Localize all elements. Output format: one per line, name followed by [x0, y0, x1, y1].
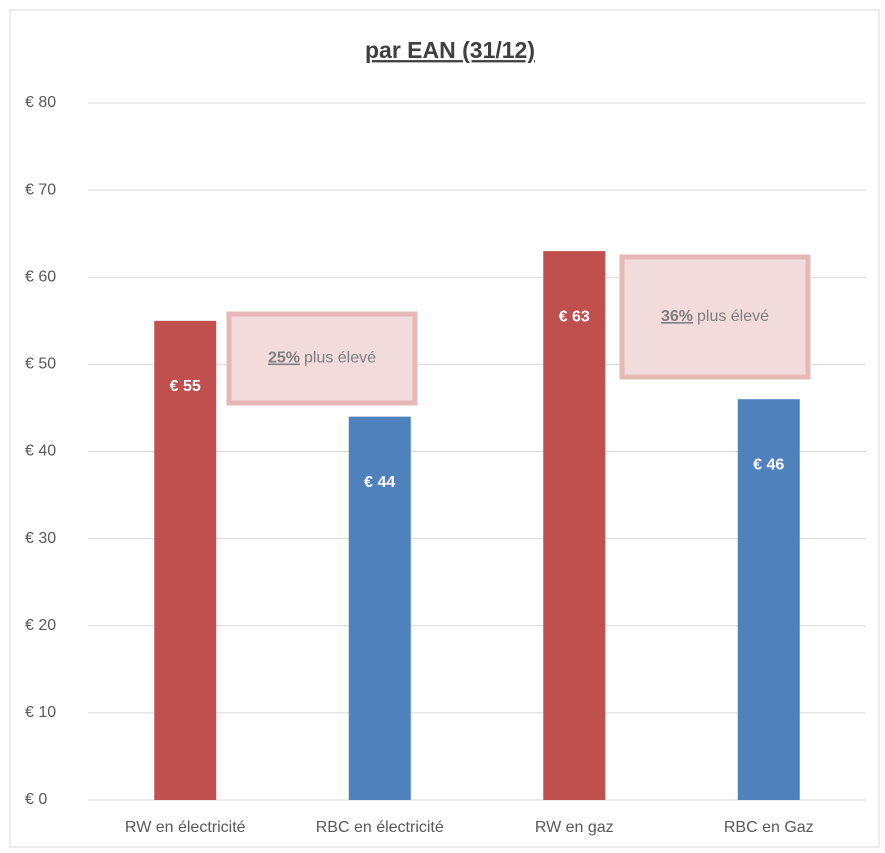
annotation-text: plus élevé — [697, 308, 769, 325]
x-tick-label: RBC en Gaz — [724, 819, 814, 836]
annotation-emphasis: 36% — [661, 308, 693, 325]
bar — [737, 399, 800, 800]
bar — [348, 416, 411, 800]
y-tick-label: € 60 — [25, 268, 56, 285]
annotation-box — [226, 311, 418, 406]
bar — [543, 251, 606, 801]
bar — [154, 320, 217, 800]
chart-title: par EAN (31/12) — [365, 37, 535, 63]
value-label: € 55 — [170, 378, 201, 395]
y-tick-label: € 0 — [25, 791, 47, 808]
y-tick-label: € 70 — [25, 181, 56, 198]
annotation: 25% plus élevé — [268, 350, 376, 367]
annotation-emphasis: 25% — [268, 350, 300, 367]
y-tick-label: € 30 — [25, 530, 56, 547]
y-tick-label: € 40 — [25, 443, 56, 460]
y-tick-label: € 20 — [25, 617, 56, 634]
value-label: € 44 — [364, 474, 395, 491]
y-tick-label: € 50 — [25, 356, 56, 373]
x-tick-label: RBC en électricité — [316, 819, 444, 836]
annotation: 36% plus élevé — [661, 308, 769, 325]
annotation-box — [619, 254, 811, 380]
y-tick-label: € 80 — [25, 94, 56, 111]
value-label: € 46 — [753, 456, 784, 473]
x-tick-label: RW en électricité — [125, 819, 246, 836]
x-tick-label: RW en gaz — [535, 819, 614, 836]
annotation-text: plus élevé — [304, 350, 376, 367]
value-label: € 63 — [559, 308, 590, 325]
y-tick-label: € 10 — [25, 704, 56, 721]
